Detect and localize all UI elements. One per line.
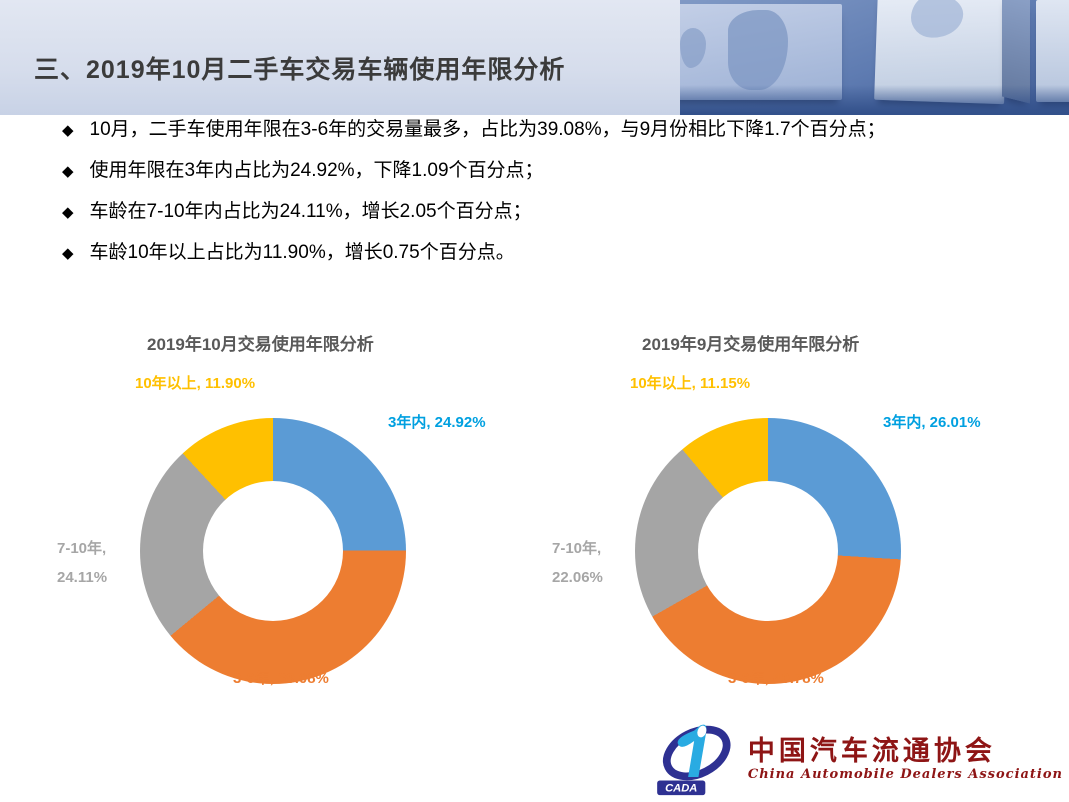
slice-label-over-10y: 10年以上, 11.90% [135, 375, 256, 392]
bullet-item: ◆ 10月，二手车使用年限在3-6年的交易量最多，占比为39.08%，与9月份相… [62, 118, 1042, 142]
slice-label-3-6y: 3-6年, 40.78% [728, 670, 824, 687]
cada-logo: CADA 中国汽车流通协会 China Automobile Dealers A… [652, 720, 1063, 798]
donut-hole [203, 481, 343, 621]
slice-label-under-3y: 3年内, 24.92% [388, 414, 486, 431]
cada-acronym: CADA [665, 783, 697, 795]
bullet-list: ◆ 10月，二手车使用年限在3-6年的交易量最多，占比为39.08%，与9月份相… [62, 118, 1042, 282]
bullet-text: 车龄10年以上占比为11.90%，增长0.75个百分点。 [89, 242, 515, 263]
diamond-bullet-icon: ◆ [62, 204, 74, 221]
map-graphic [910, 0, 964, 39]
slide-title: 三、2019年10月二手车交易车辆使用年限分析 [34, 56, 566, 84]
bullet-text: 车龄在7-10年内占比为24.11%，增长2.05个百分点； [89, 201, 532, 222]
photo-floor-shadow [680, 85, 1069, 115]
chart-title: 2019年9月交易使用年限分析 [642, 335, 860, 354]
chart-october: 2019年10月交易使用年限分析 10年以上, 11.90% 3年内, 24.9… [55, 322, 525, 717]
bullet-text: 使用年限在3年内占比为24.92%，下降1.09个百分点； [89, 160, 544, 181]
header-decoration-cubes-image [680, 0, 1069, 115]
slice-label-3-6y: 3-6年, 39.08% [233, 670, 329, 687]
bullet-item: ◆ 车龄在7-10年内占比为24.11%，增长2.05个百分点； [62, 200, 1042, 224]
bullet-item: ◆ 使用年限在3年内占比为24.92%，下降1.09个百分点； [62, 159, 1042, 183]
bullet-item: ◆ 车龄10年以上占比为11.90%，增长0.75个百分点。 [62, 241, 1042, 265]
map-graphic [680, 28, 706, 68]
slice-label-over-10y: 10年以上, 11.15% [630, 375, 751, 392]
slice-label-7-10y: 7-10年, 22.06% [552, 540, 603, 586]
diamond-bullet-icon: ◆ [62, 245, 74, 262]
slice-label-under-3y: 3年内, 26.01% [883, 414, 981, 431]
donut-chart-october [140, 418, 406, 684]
cada-emblem-icon: CADA [657, 724, 731, 796]
logo-text: 中国汽车流通协会 China Automobile Dealers Associ… [747, 735, 1063, 782]
logo-name-chinese: 中国汽车流通协会 [747, 735, 996, 767]
chart-september: 2019年9月交易使用年限分析 10年以上, 11.15% 3年内, 26.01… [550, 322, 1020, 717]
donut-chart-september [635, 418, 901, 684]
logo-name-english: China Automobile Dealers Association [747, 766, 1063, 782]
chart-title: 2019年10月交易使用年限分析 [147, 335, 374, 354]
slide-header: 三、2019年10月二手车交易车辆使用年限分析 [0, 0, 1069, 115]
slice-label-7-10y: 7-10年, 24.11% [57, 540, 108, 586]
map-graphic [728, 10, 788, 90]
cube-graphic [680, 4, 842, 100]
donut-hole [698, 481, 838, 621]
diamond-bullet-icon: ◆ [62, 122, 74, 139]
bullet-text: 10月，二手车使用年限在3-6年的交易量最多，占比为39.08%，与9月份相比下… [89, 119, 886, 140]
diamond-bullet-icon: ◆ [62, 163, 74, 180]
